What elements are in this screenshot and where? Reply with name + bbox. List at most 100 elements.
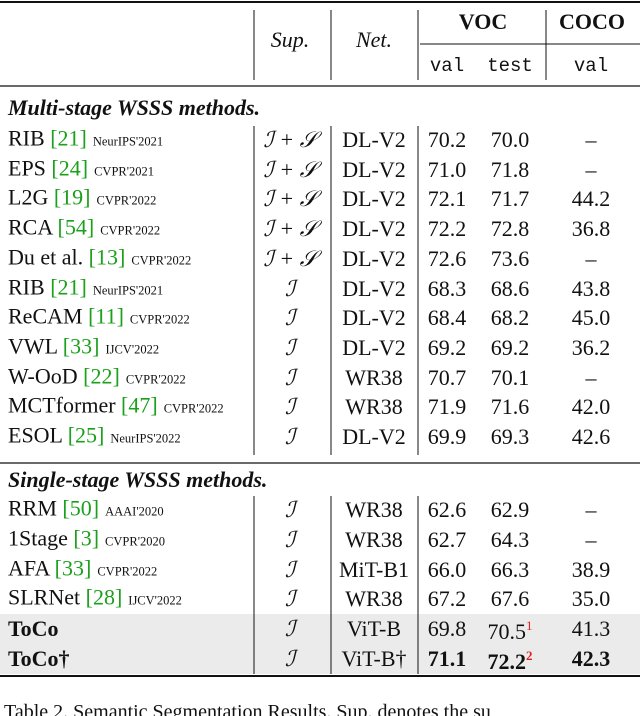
score: 69.2 [427, 334, 467, 360]
method-name: Du et al. [8, 244, 84, 270]
venue: IJCV'2022 [105, 342, 160, 357]
venue: CVPR'2022 [96, 193, 157, 208]
score-cell: 71.9 [428, 394, 467, 420]
supervision: ℐ [284, 275, 296, 301]
network: DL-V2 [342, 424, 406, 449]
score: 36.2 [571, 334, 611, 360]
citation: [33] [62, 333, 100, 359]
score: 70.1 [490, 364, 530, 390]
method-cell: RIB [21] NeurIPS'2021 [8, 126, 163, 155]
score-cell: 70.1 [491, 365, 530, 391]
header-sup: Sup. [270, 27, 310, 52]
score-cell: 64.3 [491, 527, 530, 553]
method-name: ReCAM [8, 303, 83, 329]
score-cell: 69.9 [428, 424, 467, 450]
supervision: ℐ [284, 364, 296, 390]
score: 69.3 [490, 424, 530, 449]
score: 44.2 [571, 186, 611, 212]
section-title: Single-stage WSSS methods. [8, 467, 268, 492]
venue: CVPR'2020 [105, 534, 165, 549]
score-cell: 62.9 [491, 497, 530, 523]
citation: [13] [88, 244, 126, 270]
score: 62.7 [427, 526, 467, 552]
score-cell: 68.2 [491, 305, 530, 331]
score-cell: 44.2 [572, 186, 611, 212]
score-cell: 68.6 [491, 276, 530, 302]
method-name: ToCo† [8, 646, 70, 671]
supervision: ℐ + 𝒮 [263, 216, 317, 242]
method-name: EPS [8, 155, 46, 181]
method-cell: RIB [21] NeurIPS'2021 [8, 274, 163, 303]
score: – [585, 497, 597, 522]
venue: CVPR'2022 [125, 372, 186, 387]
supervision: ℐ [284, 586, 296, 612]
score: 69.9 [427, 424, 467, 449]
score-cell: 70.7 [428, 365, 467, 391]
score-cell: 72.2 [428, 216, 467, 242]
score: 67.6 [490, 586, 530, 612]
score: 42.0 [571, 394, 611, 420]
venue: CVPR'2021 [94, 164, 154, 179]
score-cell: 36.2 [572, 335, 611, 361]
score: – [585, 127, 597, 152]
supervision: ℐ [284, 305, 296, 331]
score-cell: 71.1 [428, 646, 467, 672]
supervision: ℐ [284, 526, 296, 552]
score-cell: 66.3 [491, 557, 530, 583]
method-cell: 1Stage [3] CVPR'2020 [8, 525, 165, 554]
table-rules [0, 1, 640, 677]
score-cell: 67.2 [428, 586, 467, 612]
supervision: ℐ [284, 616, 296, 642]
score-cell: 70.2 [428, 127, 467, 153]
score: – [585, 364, 597, 390]
score-cell: 35.0 [572, 586, 611, 612]
score: 66.3 [490, 556, 530, 582]
header-coco-val: val [573, 55, 609, 77]
method-cell: Du et al. [13] CVPR'2022 [8, 244, 191, 273]
network: DL-V2 [342, 245, 406, 271]
footnote-mark: 2 [526, 648, 533, 663]
method-name: VWL [8, 333, 58, 359]
score: – [585, 245, 597, 271]
citation: [50] [62, 495, 100, 521]
score-cell: – [586, 365, 597, 391]
score-cell: 72.1 [428, 186, 467, 212]
score: 70.2 [427, 127, 467, 152]
method-cell: W-OoD [22] CVPR'2022 [8, 363, 186, 392]
score-cell: 42.0 [572, 394, 611, 420]
network: ViT-B† [341, 646, 407, 671]
citation: [21] [50, 125, 87, 151]
score-cell: – [586, 497, 597, 523]
supervision: ℐ + 𝒮 [263, 127, 317, 152]
venue: NeurIPS'2021 [92, 134, 164, 149]
venue: NeurIPS'2021 [92, 283, 164, 297]
score: 72.6 [427, 245, 467, 271]
score: – [585, 156, 597, 182]
method-name: L2G [8, 184, 49, 210]
score-cell: 70.51 [488, 613, 533, 645]
score: 72.8 [490, 216, 530, 242]
network: WR38 [345, 526, 403, 552]
header-net: Net. [355, 27, 393, 52]
caption: Table 2. Semantic Segmentation Results. … [4, 701, 491, 716]
citation: [25] [67, 422, 105, 448]
method-name: W-OoD [8, 363, 78, 389]
score-cell: 36.8 [572, 216, 611, 242]
score-cell: 42.6 [572, 424, 611, 450]
score: 72.2 [427, 216, 467, 242]
network: DL-V2 [342, 216, 406, 242]
score: 70.7 [427, 364, 467, 390]
method-cell: SLRNet [28] IJCV'2022 [8, 585, 182, 614]
score: 42.3 [571, 646, 611, 671]
score: 72.2 [487, 649, 527, 674]
network: DL-V2 [342, 186, 406, 212]
supervision: ℐ [284, 424, 296, 449]
citation: [28] [85, 584, 123, 610]
score-cell: 70.0 [491, 127, 530, 153]
score-cell: 69.2 [428, 335, 467, 361]
score: 62.6 [427, 497, 467, 522]
method-cell: MCTformer [47] CVPR'2022 [8, 393, 224, 422]
score: 71.9 [427, 394, 467, 420]
score: 71.6 [490, 394, 530, 420]
method-cell: AFA [33] CVPR'2022 [8, 555, 157, 584]
